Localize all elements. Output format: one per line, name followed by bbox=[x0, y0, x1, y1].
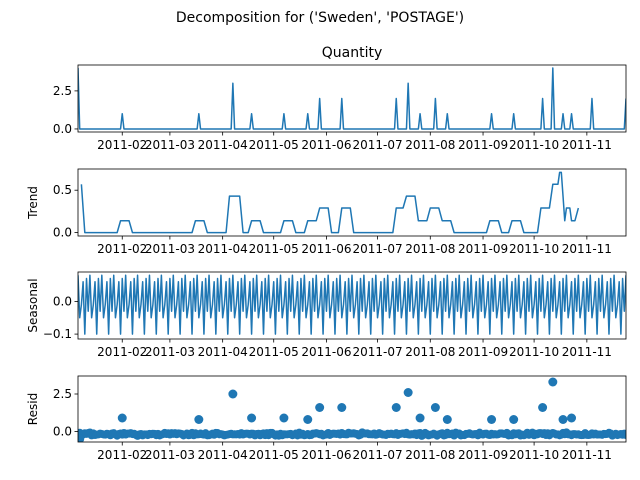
resid-outlier-point bbox=[442, 415, 452, 424]
y-tick-label: 0.0 bbox=[53, 122, 72, 136]
figure-suptitle: Decomposition for ('Sweden', 'POSTAGE') bbox=[176, 10, 464, 26]
x-tick-label: 2011-05 bbox=[249, 448, 299, 462]
x-tick-label: 2011-10 bbox=[509, 448, 559, 462]
x-tick-label: 2011-08 bbox=[405, 345, 455, 359]
panel-data bbox=[78, 274, 626, 335]
x-tick-label: 2011-11 bbox=[562, 345, 612, 359]
resid-outlier-point bbox=[548, 377, 558, 387]
x-tick-label: 2011-09 bbox=[458, 345, 508, 359]
resid-outlier-point bbox=[303, 415, 313, 424]
x-tick-label: 2011-06 bbox=[301, 242, 351, 256]
x-tick-label: 2011-06 bbox=[301, 448, 351, 462]
panel-data bbox=[78, 377, 626, 442]
panel-ylabel: Resid bbox=[26, 393, 40, 425]
x-tick-label: 2011-04 bbox=[198, 138, 248, 152]
x-tick-label: 2011-04 bbox=[198, 448, 248, 462]
x-tick-label: 2011-09 bbox=[458, 448, 508, 462]
panel-ylabel: Trend bbox=[26, 186, 40, 220]
y-tick-label: 2.5 bbox=[53, 84, 72, 98]
panel-ylabel: Seasonal bbox=[26, 278, 40, 332]
seasonal-line bbox=[78, 274, 626, 335]
y-tick-label: 0.0 bbox=[53, 226, 72, 240]
x-tick-label: 2011-06 bbox=[301, 345, 351, 359]
resid-outlier-point bbox=[194, 415, 204, 424]
resid-outlier-point bbox=[538, 403, 548, 412]
resid-outlier-point bbox=[247, 413, 257, 423]
x-tick-label: 2011-03 bbox=[145, 448, 195, 462]
resid-outlier-point bbox=[279, 413, 289, 423]
trend-line bbox=[80, 171, 580, 234]
x-tick-label: 2011-02 bbox=[97, 138, 147, 152]
x-tick-label: 2011-04 bbox=[198, 242, 248, 256]
x-tick-label: 2011-11 bbox=[562, 138, 612, 152]
panel-frame bbox=[77, 375, 627, 443]
resid-outlier-point bbox=[403, 388, 413, 397]
x-tick-label: 2011-03 bbox=[145, 345, 195, 359]
x-tick-label: 2011-05 bbox=[249, 345, 299, 359]
x-tick-label: 2011-04 bbox=[198, 345, 248, 359]
resid-outlier-point bbox=[415, 413, 425, 423]
x-tick-label: 2011-10 bbox=[509, 345, 559, 359]
x-tick-label: 2011-07 bbox=[352, 138, 402, 152]
resid-outlier-point bbox=[117, 413, 127, 423]
x-tick-label: 2011-07 bbox=[352, 345, 402, 359]
resid-outlier-point bbox=[391, 403, 401, 412]
y-tick-label: 0.0 bbox=[53, 294, 72, 308]
x-tick-label: 2011-03 bbox=[145, 138, 195, 152]
resid-outlier-point bbox=[558, 415, 568, 424]
y-tick-label: 2.5 bbox=[53, 387, 72, 401]
y-tick-label: −0.1 bbox=[43, 327, 72, 341]
x-tick-label: 2011-02 bbox=[97, 448, 147, 462]
x-tick-label: 2011-05 bbox=[249, 242, 299, 256]
resid-outlier-point bbox=[228, 389, 238, 399]
resid-point bbox=[622, 431, 626, 440]
y-tick-label: 0.0 bbox=[53, 425, 72, 439]
panel-data bbox=[80, 171, 580, 234]
resid-outlier-point bbox=[315, 403, 325, 412]
y-tick-label: 0.5 bbox=[53, 183, 72, 197]
x-tick-label: 2011-09 bbox=[458, 138, 508, 152]
x-tick-label: 2011-05 bbox=[249, 138, 299, 152]
x-tick-label: 2011-10 bbox=[509, 242, 559, 256]
resid-outlier-point bbox=[78, 434, 85, 442]
x-tick-label: 2011-09 bbox=[458, 242, 508, 256]
x-tick-label: 2011-06 bbox=[301, 138, 351, 152]
resid-outlier-point bbox=[337, 403, 347, 412]
x-tick-label: 2011-10 bbox=[509, 138, 559, 152]
x-tick-label: 2011-03 bbox=[145, 242, 195, 256]
x-tick-label: 2011-02 bbox=[97, 242, 147, 256]
panel-title: Quantity bbox=[322, 45, 383, 61]
x-tick-label: 2011-07 bbox=[352, 448, 402, 462]
x-tick-label: 2011-08 bbox=[405, 448, 455, 462]
x-tick-label: 2011-11 bbox=[562, 448, 612, 462]
x-tick-label: 2011-11 bbox=[562, 242, 612, 256]
resid-outlier-point bbox=[487, 415, 497, 424]
x-tick-label: 2011-07 bbox=[352, 242, 402, 256]
panel-frame bbox=[77, 64, 627, 133]
panel-frame bbox=[77, 271, 627, 340]
quantity-line bbox=[78, 67, 626, 130]
resid-outlier-point bbox=[430, 403, 440, 412]
panel-data bbox=[78, 67, 626, 130]
x-tick-label: 2011-08 bbox=[405, 138, 455, 152]
panel-frame bbox=[77, 168, 627, 237]
x-tick-label: 2011-02 bbox=[97, 345, 147, 359]
resid-outlier-point bbox=[509, 415, 519, 424]
resid-outlier-point bbox=[567, 413, 577, 423]
x-tick-label: 2011-08 bbox=[405, 242, 455, 256]
